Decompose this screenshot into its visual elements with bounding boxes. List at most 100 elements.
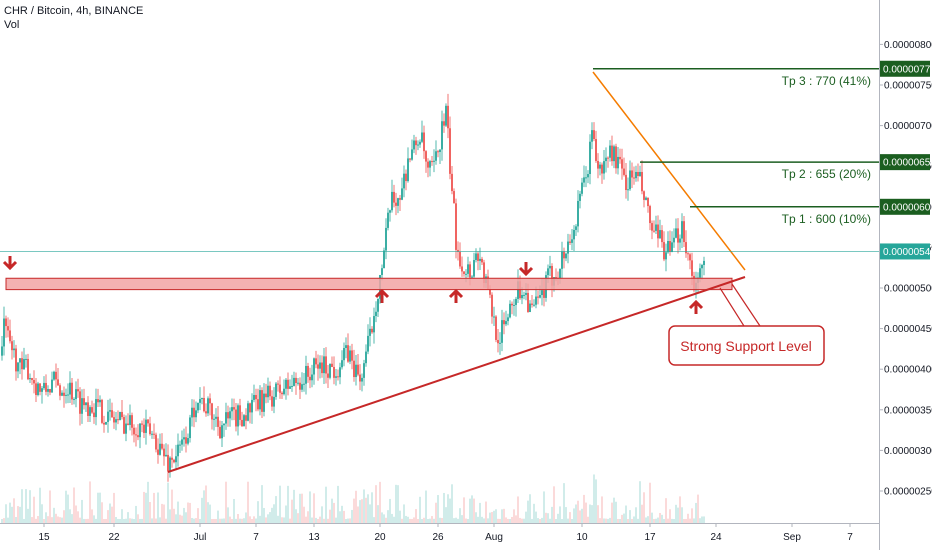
candle-body [527,292,529,312]
volume-bar [619,518,621,523]
volume-bar [369,504,371,523]
candle-body [259,390,261,410]
price-tag-label: 0.00000655 [883,158,932,169]
candle-body [339,367,341,378]
candle-body [511,303,513,306]
volume-bar [325,486,327,523]
volume-bar [657,517,659,523]
candle-body [263,393,265,412]
volume-bar [553,486,555,523]
candle-body [333,366,335,378]
candle-body [513,304,515,306]
volume-bar [683,519,685,523]
volume-bar [551,506,553,523]
x-tick-label: 20 [374,532,386,543]
candle-body [57,379,59,386]
volume-bar [531,518,533,523]
volume-bar [249,516,251,523]
candle-body [61,392,63,396]
candle-body [223,423,225,426]
candle-body [311,374,313,381]
candle-body [163,448,165,457]
candle-body [597,160,599,169]
candle-body [393,191,395,203]
volume-bar [473,498,475,523]
candle-body [127,423,129,425]
candle-body [687,253,689,255]
volume-bar [317,519,319,523]
candle-body [659,230,661,239]
volume-bar [543,491,545,523]
volume-bar [615,501,617,523]
volume-bar [319,516,321,523]
candle-body [531,303,533,305]
volume-bar [177,501,179,523]
volume-bar [359,500,361,523]
volume-bar [37,516,39,523]
candle-body [155,434,157,450]
volume-bar [327,518,329,523]
volume-bar [639,481,641,523]
candle-body [253,394,255,400]
candle-body [591,130,593,142]
candle-body [353,360,355,378]
volume-bar [621,514,623,523]
candle-body [117,419,119,421]
volume-bar [529,494,531,523]
volume-bar [145,492,147,523]
volume-bar [353,498,355,523]
volume-bar [151,518,153,523]
candle-body [67,394,69,396]
candle-body [189,417,191,439]
volume-bar [673,518,675,523]
volume-bar [71,514,73,523]
volume-bar [555,518,557,523]
candle-body [685,242,687,254]
x-tick-label: 10 [576,532,588,543]
volume-bar [699,518,701,523]
volume-bar [61,517,63,523]
candle-body [633,177,635,179]
candle-body [225,412,227,424]
x-tick-label: Jul [194,532,207,543]
volume-bar [545,512,547,523]
volume-bar [241,518,243,523]
volume-bar [491,512,493,523]
candle-body [357,364,359,375]
candle-body [285,379,287,389]
volume-bar [611,502,613,523]
volume-bar [395,484,397,523]
candle-body [499,342,501,344]
volume-bar [63,510,65,523]
volume-bar [259,515,261,523]
volume-bar [379,481,381,523]
candle-body [465,273,467,275]
candle-body [701,265,703,269]
candle-body [93,412,95,418]
candle-body [389,210,391,213]
candle-body [509,303,511,318]
volume-bar [471,495,473,523]
volume-bar [87,518,89,523]
candle-body [37,383,39,395]
candle-body [173,459,175,463]
candle-body [77,389,79,392]
candle-body [377,298,379,312]
candle-body [149,423,151,435]
volume-bar [487,518,489,523]
volume-bar [195,518,197,523]
volume-bar [541,517,543,523]
candle-body [361,377,363,382]
candle-body [577,200,579,227]
candle-body [669,240,671,253]
volume-bar [307,511,309,523]
volume-bar [157,492,159,523]
volume-bar [21,489,23,523]
volume-bar [573,508,575,523]
candle-body [331,363,333,367]
candle-body [453,191,455,204]
volume-bar [93,515,95,523]
volume-bar [633,516,635,523]
volume-bar [99,492,101,523]
volume-bar [231,518,233,523]
